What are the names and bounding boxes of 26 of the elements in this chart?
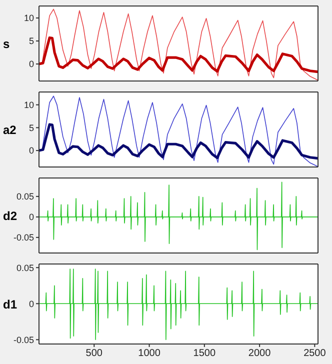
y-tick-label: 10 (24, 13, 34, 24)
y-axis-title: d2 (3, 208, 18, 223)
x-tick-label: 2500 (304, 348, 326, 360)
y-tick-label: 0.05 (16, 262, 34, 273)
y-tick-label: -0.05 (13, 232, 34, 243)
x-tick-label: 1000 (138, 348, 161, 360)
y-tick-label: 5 (28, 122, 34, 133)
y-tick-label: -0.05 (13, 334, 34, 345)
y-tick-label: 0.05 (16, 192, 34, 202)
y-axis-title: a2 (3, 122, 17, 137)
y-tick-label: 5 (28, 36, 34, 46)
line-series (39, 123, 318, 160)
line-series (39, 182, 318, 250)
y-tick-label: 10 (24, 100, 34, 110)
y-tick-label: 0 (28, 146, 34, 156)
line-series (39, 268, 318, 340)
line-series (39, 36, 318, 74)
x-tick-label: 2000 (248, 348, 272, 360)
y-tick-label: 0 (28, 298, 34, 309)
x-tick-label: 1500 (193, 348, 216, 360)
line-series (39, 8, 318, 80)
y-tick-label: 0 (28, 59, 34, 70)
y-axis-title: s (3, 36, 10, 51)
y-axis-title: d1 (3, 297, 18, 312)
x-tick-label: 500 (86, 348, 103, 360)
y-tick-label: 0 (28, 212, 34, 222)
